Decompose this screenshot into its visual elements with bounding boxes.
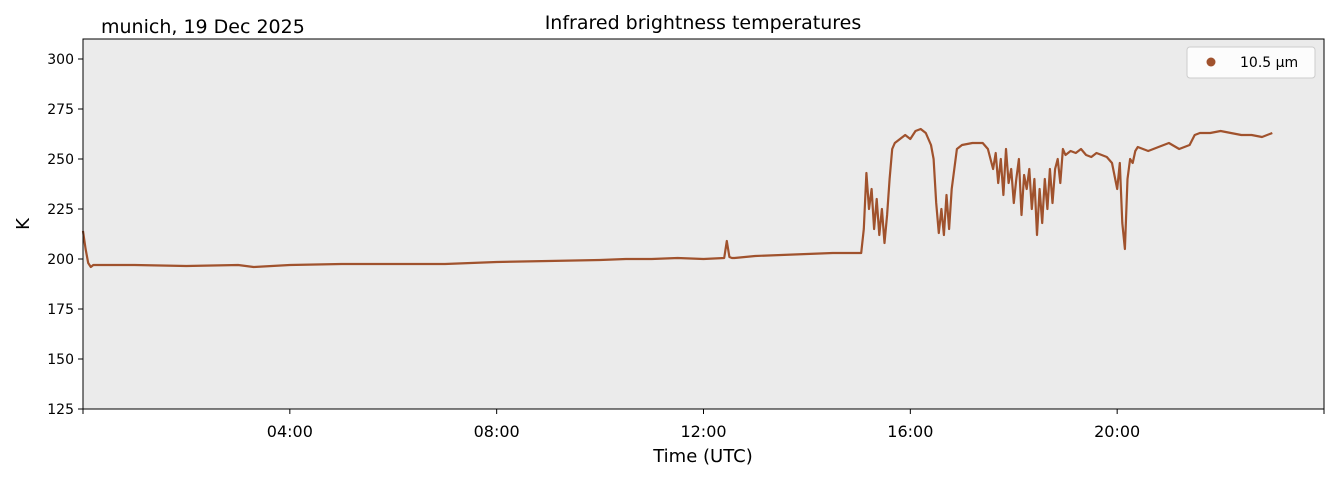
series-line-0: [81, 127, 1273, 269]
y-tick-label: 175: [47, 302, 74, 318]
x-axis: 04:00 08:00 12:00 16:00 20:00: [82, 409, 1325, 441]
y-axis-title: K: [13, 217, 34, 230]
x-tick-label: 16:00: [887, 422, 933, 441]
series-layer: [81, 127, 1273, 269]
x-tick-label: 08:00: [474, 422, 520, 441]
plot-area: [83, 39, 1324, 409]
legend-label: 10.5 µm: [1240, 55, 1298, 71]
x-axis-title: Time (UTC): [652, 446, 753, 467]
y-tick-label: 225: [47, 202, 74, 218]
y-tick-label: 200: [47, 252, 74, 268]
chart-subtitle: munich, 19 Dec 2025: [101, 16, 305, 38]
legend: 10.5 µm: [1186, 46, 1316, 79]
chart-title: Infrared brightness temperatures: [545, 12, 862, 34]
y-tick-label: 150: [47, 352, 74, 368]
y-tick-label: 125: [47, 402, 74, 418]
x-tick-label: 04:00: [267, 422, 313, 441]
x-tick-label: 12:00: [680, 422, 726, 441]
y-tick-label: 300: [47, 52, 74, 68]
y-tick-label: 250: [47, 152, 74, 168]
legend-box: [1186, 46, 1316, 79]
y-axis: 125 150 175 200 225 250 275 300: [47, 52, 83, 418]
y-tick-label: 275: [47, 102, 74, 118]
x-tick-label: 20:00: [1094, 422, 1140, 441]
legend-marker: [1206, 57, 1216, 67]
